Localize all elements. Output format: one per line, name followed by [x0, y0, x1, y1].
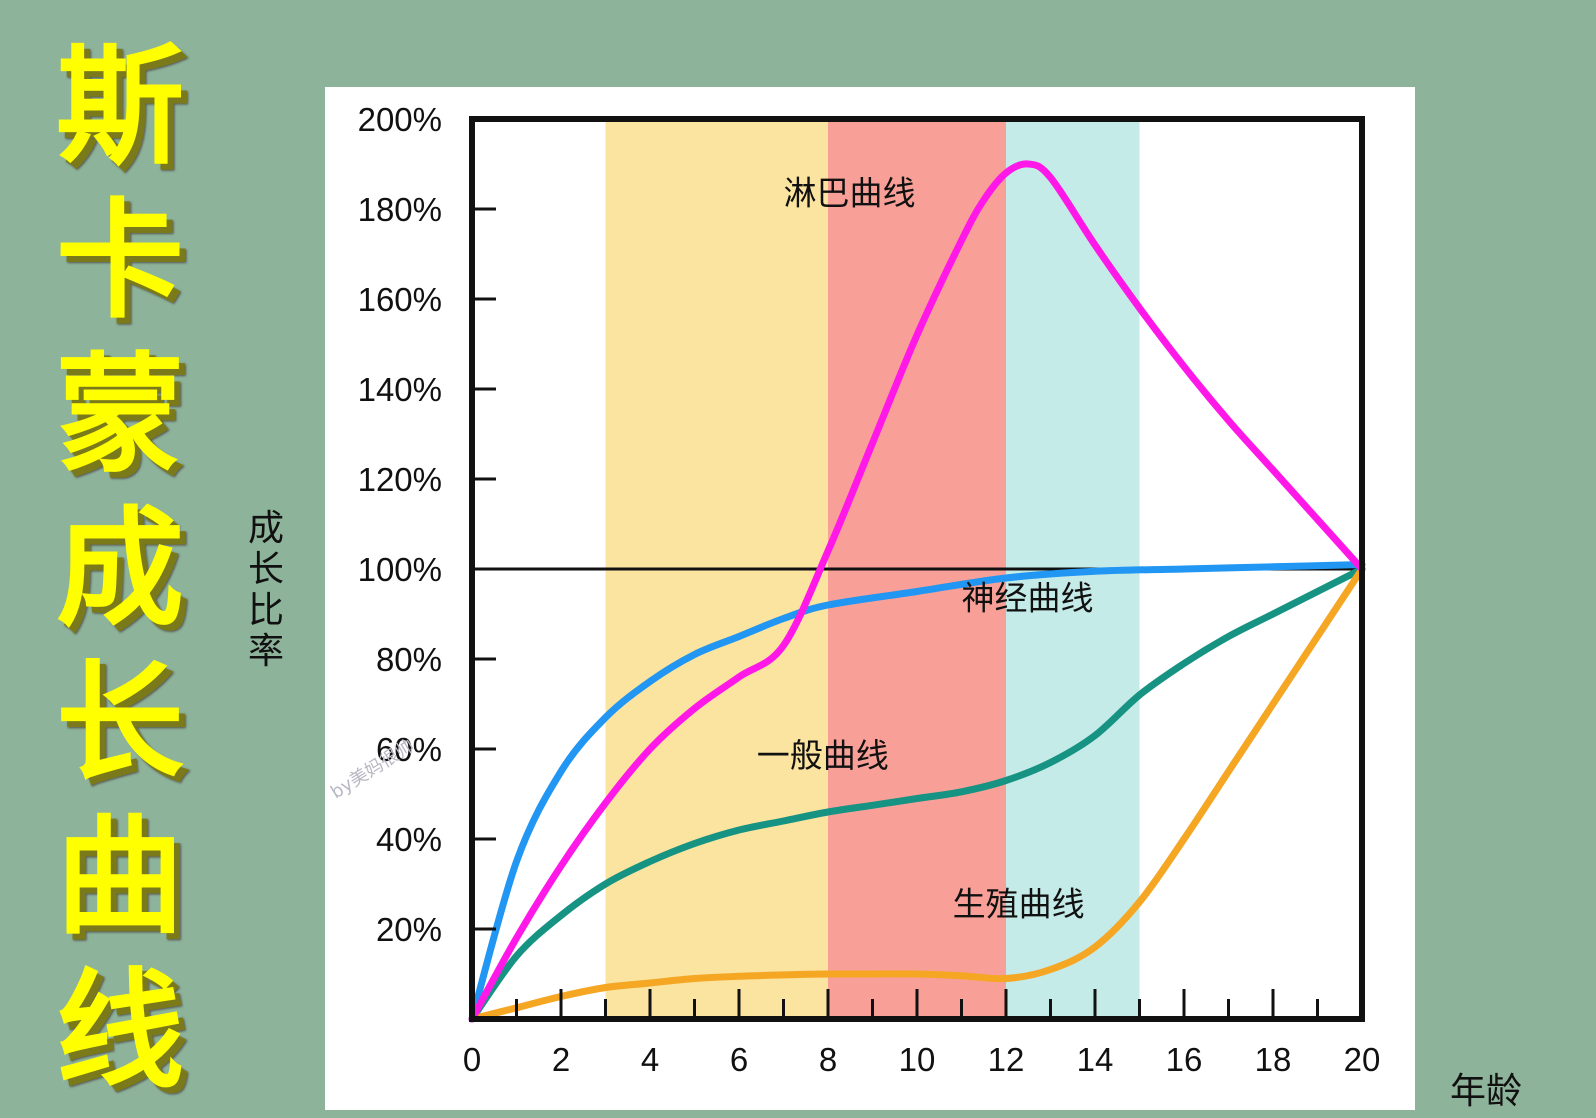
x-tick-label: 0 — [463, 1041, 481, 1078]
side-title-char: 曲 — [55, 803, 184, 952]
x-tick-label: 14 — [1077, 1041, 1114, 1078]
y-tick-label: 60% — [376, 731, 442, 768]
x-tick-label: 6 — [730, 1041, 748, 1078]
x-tick-label: 2 — [552, 1041, 570, 1078]
side-title-char: 斯 — [55, 33, 184, 182]
y-tick-label: 80% — [376, 641, 442, 678]
y-tick-label: 200% — [358, 101, 442, 138]
side-title-char: 长 — [55, 649, 184, 798]
side-title-char: 卡 — [55, 187, 184, 336]
side-title: 斯 卡 蒙 成 长 曲 线 — [40, 40, 200, 1100]
x-tick-label: 4 — [641, 1041, 659, 1078]
curve-label: 生殖曲线 — [953, 885, 1085, 924]
y-tick-label: 140% — [358, 371, 442, 408]
x-axis-label: 年龄 — [1450, 1071, 1523, 1112]
ticks: 20% 40% 60% 80% 100% 120% 140% 160% 180% 200% 0 2 4 6… — [358, 101, 1381, 1078]
growth-curve-chart: 20% 40% 60% 80% 100% 120% 140% 160% 180% 200% 0 2 4 6… — [358, 101, 1381, 1078]
y-tick-label: 100% — [358, 551, 442, 588]
x-tick-label: 12 — [988, 1041, 1025, 1078]
curves — [468, 160, 1366, 1023]
y-tick-label: 180% — [358, 191, 442, 228]
chart-panel: 20% 40% 60% 80% 100% 120% 140% 160% 180% 200% 0 2 4 6… — [325, 87, 1415, 1110]
x-tick-label: 10 — [899, 1041, 936, 1078]
side-title-char: 线 — [55, 957, 184, 1106]
curve-label: 一般曲线 — [757, 736, 889, 775]
y-tick-label: 120% — [358, 461, 442, 498]
series-line — [468, 160, 1366, 1023]
series-line — [468, 565, 1366, 1023]
series-line — [468, 565, 1366, 1023]
x-tick-label: 20 — [1344, 1041, 1381, 1078]
curve-label: 神经曲线 — [962, 579, 1094, 618]
y-tick-label: 40% — [376, 821, 442, 858]
side-title-char: 成 — [55, 495, 184, 644]
x-tick-label: 16 — [1166, 1041, 1203, 1078]
x-tick-label: 8 — [819, 1041, 837, 1078]
series-line — [468, 561, 1366, 1023]
curve-label: 淋巴曲线 — [784, 174, 916, 213]
y-axis-label: 成长比率 — [247, 508, 284, 672]
side-title-char: 蒙 — [55, 341, 184, 490]
x-tick-label: 18 — [1255, 1041, 1292, 1078]
y-tick-label: 160% — [358, 281, 442, 318]
y-tick-label: 20% — [376, 911, 442, 948]
